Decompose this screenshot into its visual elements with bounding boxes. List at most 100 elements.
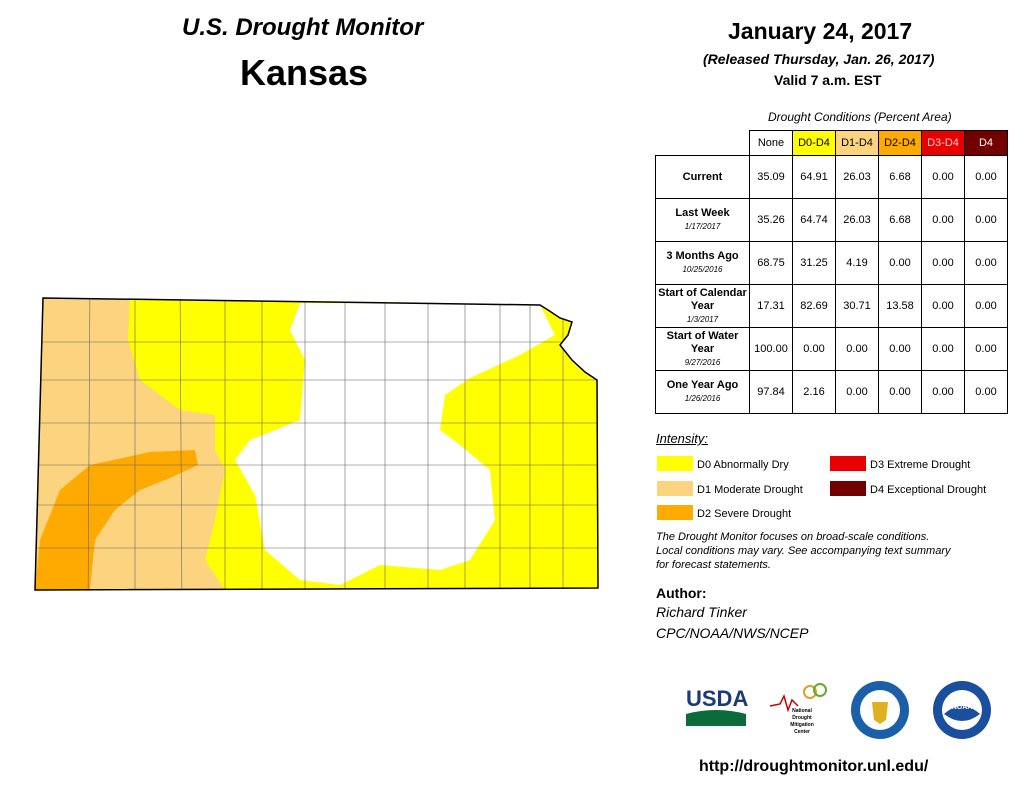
legend-swatch: [830, 456, 866, 471]
cell-value: 0.00: [964, 155, 1008, 199]
cell-value: 68.75: [749, 241, 793, 285]
author-org: CPC/NOAA/NWS/NCEP: [656, 625, 809, 641]
legend-label: D2 Severe Drought: [697, 508, 792, 520]
cell-value: 0.00: [964, 327, 1008, 371]
row-label: Last Week 1/17/2017: [655, 198, 750, 242]
cell-value: 0.00: [878, 370, 922, 414]
row-label: 3 Months Ago 10/25/2016: [655, 241, 750, 285]
cell-value: 0.00: [921, 327, 965, 371]
legend-swatch: [657, 481, 693, 496]
corner-cell: [656, 131, 750, 156]
cell-value: 35.26: [749, 198, 793, 242]
commerce-seal: [872, 702, 888, 724]
cell-value: 64.74: [792, 198, 836, 242]
table-row: Current 35.09 64.91 26.03 6.68 0.00 0.00: [655, 155, 1008, 199]
column-header: None: [749, 130, 793, 156]
state-name: Kansas: [240, 52, 369, 93]
row-label: Start of Water Year 9/27/2016: [655, 327, 750, 371]
table-row: Last Week 1/17/2017 35.26 64.74 26.03 6.68 0.0…: [655, 198, 1008, 242]
legend-label: D4 Exceptional Drought: [870, 484, 987, 496]
column-header: D0-D4: [792, 130, 836, 156]
ndmc-icon: [803, 685, 817, 699]
cell-value: 0.00: [792, 327, 836, 371]
cell-value: 26.03: [835, 198, 879, 242]
cell-value: 2.16: [792, 370, 836, 414]
cell-value: 6.68: [878, 155, 922, 199]
cell-value: 0.00: [878, 241, 922, 285]
table-row: One Year Ago 1/26/2016 97.84 2.16 0.00 0.00 0.…: [655, 370, 1008, 414]
row-label-text: Current: [682, 170, 723, 183]
note-line: Local conditions may vary. See accompany…: [656, 545, 951, 557]
no-drought-area: [235, 303, 555, 585]
usda-logo: USDA: [686, 686, 748, 711]
table-row: Start of Water Year 9/27/2016 100.00 0.00 0.…: [655, 327, 1008, 371]
cell-value: 64.91: [792, 155, 836, 199]
row-label-text: Start of Calendar Year: [658, 286, 747, 312]
column-header: D2-D4: [878, 130, 922, 156]
cell-value: 0.00: [921, 241, 965, 285]
logos: USDA National Drought Mitigation Center …: [686, 681, 991, 739]
cell-value: 0.00: [921, 155, 965, 199]
release-date: (Released Thursday, Jan. 26, 2017): [703, 51, 935, 67]
cell-value: 0.00: [964, 198, 1008, 242]
cell-value: 0.00: [964, 284, 1008, 328]
ndmc-text: National: [792, 708, 812, 714]
cell-value: 0.00: [964, 370, 1008, 414]
map: [34, 297, 599, 591]
author-heading: Author:: [656, 585, 707, 601]
note-line: The Drought Monitor focuses on broad-sca…: [656, 531, 930, 543]
row-label: One Year Ago 1/26/2016: [655, 370, 750, 414]
cell-value: 17.31: [749, 284, 793, 328]
column-header: D4: [964, 130, 1008, 156]
cell-value: 100.00: [749, 327, 793, 371]
row-date: 1/3/2017: [686, 314, 719, 324]
column-header: D1-D4: [835, 130, 879, 156]
valid-time: Valid 7 a.m. EST: [774, 72, 882, 88]
cell-value: 0.00: [921, 370, 965, 414]
legend-swatch: [657, 456, 693, 471]
table-row: 3 Months Ago 10/25/2016 68.75 31.25 4.19 0.00…: [655, 241, 1008, 285]
header-row: None D0-D4 D1-D4 D2-D4 D3-D4 D4: [656, 130, 1008, 156]
noaa-text: NOAA: [952, 704, 973, 711]
url[interactable]: http://droughtmonitor.unl.edu/: [699, 758, 929, 775]
ndmc-icon: [813, 683, 827, 697]
table-row: Start of Calendar Year 1/3/2017 17.31 82.69…: [655, 284, 1008, 328]
cell-value: 0.00: [835, 370, 879, 414]
legend-swatch: [830, 481, 866, 496]
row-date: 1/26/2016: [684, 394, 721, 403]
table-caption: Drought Conditions (Percent Area): [768, 110, 952, 124]
noaa-seal: [944, 706, 980, 721]
row-label-text: Last Week: [675, 207, 730, 219]
ndmc-text: Center: [794, 729, 810, 735]
ndmc-icon: [769, 693, 799, 713]
row-label: Start of Calendar Year 1/3/2017: [655, 284, 750, 328]
usda-waves: [686, 710, 746, 726]
legend-label: D0 Abnormally Dry: [697, 459, 789, 471]
conditions-table: None D0-D4 D1-D4 D2-D4 D3-D4 D4 Current 35.09 64…: [655, 130, 1008, 414]
legend-title: Intensity:: [656, 431, 709, 446]
cell-value: 0.00: [878, 327, 922, 371]
note-line: for forecast statements.: [656, 559, 771, 571]
cell-value: 0.00: [921, 198, 965, 242]
ndmc-text: Drought: [792, 715, 812, 721]
cell-value: 6.68: [878, 198, 922, 242]
cell-value: 31.25: [792, 241, 836, 285]
cell-value: 0.00: [964, 241, 1008, 285]
title: U.S. Drought Monitor: [182, 14, 424, 41]
row-date: 10/25/2016: [682, 265, 723, 274]
state-outline: [34, 297, 599, 591]
author-name: Richard Tinker: [656, 604, 747, 620]
row-label-text: Start of Water Year: [666, 329, 739, 355]
legend-label: D1 Moderate Drought: [697, 484, 803, 496]
cell-value: 82.69: [792, 284, 836, 328]
cell-value: 0.00: [921, 284, 965, 328]
column-header: D3-D4: [921, 130, 965, 156]
d2-area: [35, 450, 198, 590]
legend-label: D3 Extreme Drought: [870, 459, 971, 471]
row-date: 1/17/2017: [684, 222, 721, 231]
cell-value: 35.09: [749, 155, 793, 199]
cell-value: 30.71: [835, 284, 879, 328]
ndmc-text: Mitigation: [790, 722, 814, 728]
row-label: Current: [655, 155, 750, 199]
cell-value: 4.19: [835, 241, 879, 285]
